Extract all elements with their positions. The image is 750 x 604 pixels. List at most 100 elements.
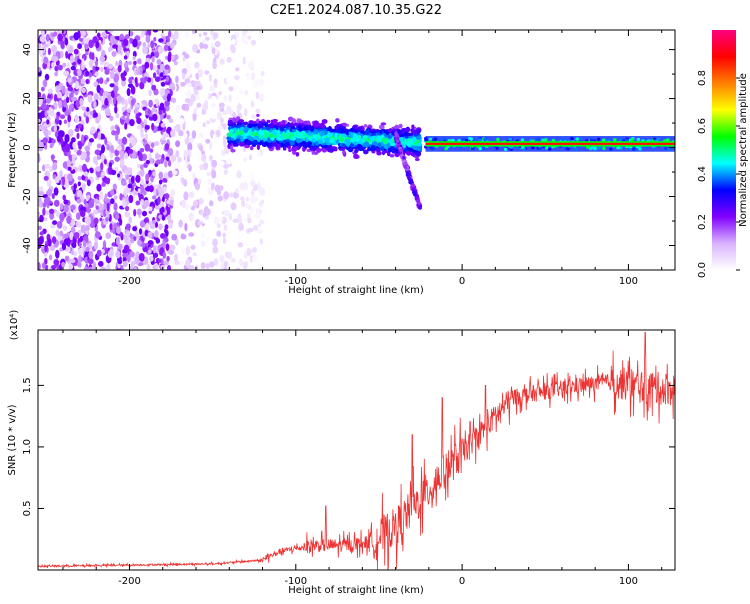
heatmap-cell [145, 173, 150, 182]
heatmap-cell [106, 77, 110, 82]
heatmap-cell [416, 128, 421, 134]
spectrogram-ylabel: Frequency (Hz) [7, 112, 18, 188]
heatmap-cell [96, 143, 102, 149]
heatmap-cell [484, 137, 488, 141]
heatmap-cell [264, 132, 269, 136]
heatmap-cell [42, 79, 48, 88]
heatmap-cell [184, 98, 191, 103]
heatmap-cell [153, 141, 160, 146]
heatmap-cell [130, 238, 135, 244]
heatmap-cell [213, 216, 219, 225]
heatmap-cell [133, 60, 137, 66]
heatmap-cell [135, 200, 141, 206]
heatmap-cell [77, 58, 82, 65]
colorbar: 0.0 0.2 0.4 0.6 0.8 Normalized spectral ampl… [697, 30, 749, 278]
heatmap-cell [358, 139, 363, 145]
heatmap-cell [190, 205, 195, 211]
heatmap-cell [152, 252, 159, 258]
heatmap-cell [110, 169, 117, 176]
heatmap-cell [141, 121, 145, 129]
heatmap-cell [44, 73, 50, 81]
heatmap-cell [66, 215, 72, 224]
snr-line-area [38, 332, 675, 570]
heatmap-cell [105, 264, 110, 270]
heatmap-cell [202, 122, 206, 128]
heatmap-cell [209, 154, 213, 162]
heatmap-cell [158, 188, 164, 196]
heatmap-cell [94, 71, 99, 77]
heatmap-cell [378, 124, 385, 130]
heatmap-cell [75, 221, 79, 227]
heatmap-cell [127, 183, 133, 189]
heatmap-cell [170, 154, 177, 163]
heatmap-cell [158, 179, 163, 185]
heatmap-cell [123, 188, 128, 198]
heatmap-cell [117, 44, 122, 54]
heatmap-cell [317, 139, 324, 145]
heatmap-cell [148, 255, 154, 262]
heatmap-cell [190, 93, 196, 103]
heatmap-cell [77, 176, 82, 181]
heatmap-cell [198, 178, 202, 185]
heatmap-cell [94, 231, 101, 239]
heatmap-cell [113, 202, 118, 211]
heatmap-cell [109, 198, 115, 205]
heatmap-cell [112, 44, 118, 49]
heatmap-cell [153, 36, 157, 42]
heatmap-cell [54, 71, 58, 77]
heatmap-cell [69, 104, 73, 111]
heatmap-cell [188, 149, 192, 158]
heatmap-cell [152, 72, 157, 79]
heatmap-cell [574, 147, 578, 151]
heatmap-cell [250, 39, 257, 46]
heatmap-cell [628, 138, 632, 142]
heatmap-cell [169, 244, 176, 251]
heatmap-cell [395, 136, 400, 141]
spectrogram-xlabel: Height of straight line (km) [288, 285, 424, 296]
heatmap-cell [188, 212, 194, 222]
heatmap-cell [395, 148, 399, 153]
heatmap-cell [371, 141, 378, 146]
heatmap-cell [159, 102, 165, 111]
heatmap-cell [207, 52, 212, 60]
heatmap-cell [242, 30, 247, 37]
heatmap-cell [123, 152, 129, 160]
heatmap-cell [137, 58, 142, 65]
heatmap-cell [652, 137, 657, 141]
heatmap-cell [311, 150, 315, 155]
heatmap-cell [130, 139, 137, 147]
heatmap-cell [83, 171, 89, 177]
heatmap-cell [191, 130, 197, 139]
heatmap-cell [478, 138, 482, 142]
heatmap-cell [93, 132, 98, 139]
heatmap-cell [63, 204, 69, 213]
heatmap-cell [259, 93, 265, 100]
heatmap-cell [219, 254, 225, 263]
heatmap-cell [181, 72, 186, 80]
heatmap-cell [619, 137, 623, 141]
heatmap-cell [291, 118, 297, 124]
heatmap-cell [305, 124, 309, 131]
heatmap-cell [141, 210, 148, 217]
heatmap-cell [279, 121, 285, 125]
heatmap-cell [73, 32, 80, 41]
heatmap-cell [285, 138, 290, 143]
y-tick-label: -20 [22, 188, 33, 204]
heatmap-cell [406, 171, 410, 177]
heatmap-cell [117, 64, 122, 73]
heatmap-cell [132, 38, 138, 48]
heatmap-cell [547, 147, 552, 151]
heatmap-cell [44, 196, 51, 204]
heatmap-cell [158, 38, 164, 43]
heatmap-cell [103, 158, 107, 165]
heatmap-cell [100, 162, 104, 171]
heatmap-cell [179, 210, 185, 215]
heatmap-cell [247, 30, 252, 37]
heatmap-cell [159, 87, 166, 97]
heatmap-cell [290, 140, 295, 146]
heatmap-cell [324, 137, 331, 143]
heatmap-cell [67, 86, 74, 92]
heatmap-cell [296, 125, 303, 129]
heatmap-cell [51, 139, 56, 144]
heatmap-cell [100, 266, 107, 270]
